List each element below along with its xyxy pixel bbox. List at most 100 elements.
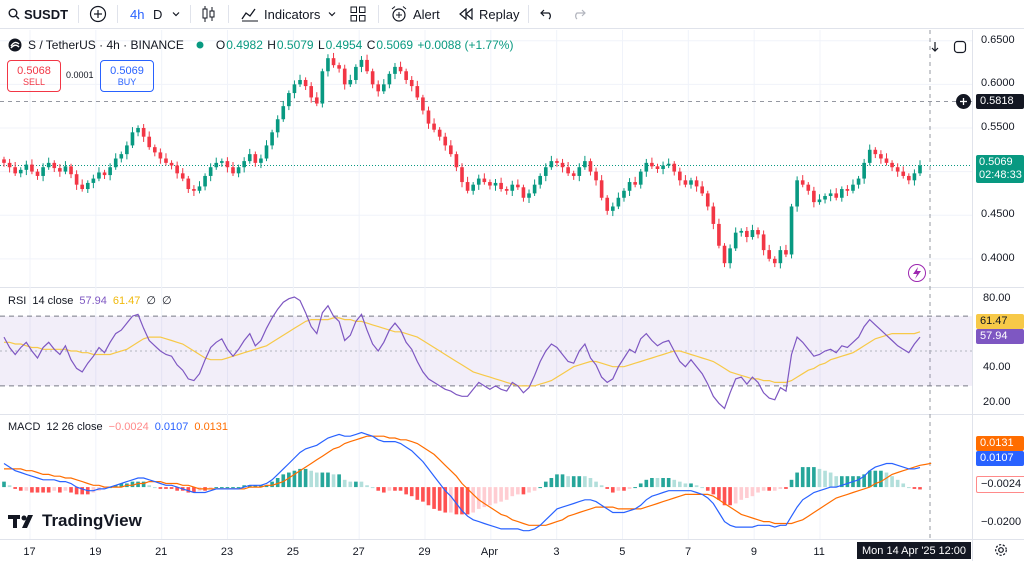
candle-body (214, 162, 219, 168)
candle-body (812, 190, 816, 203)
macd-histogram-bar (253, 485, 258, 488)
interval-4h-button[interactable]: 4h (130, 6, 145, 22)
macd-histogram-bar (493, 487, 498, 504)
candle-body (750, 230, 755, 238)
candle-body (30, 164, 34, 172)
tv-logo-icon (8, 513, 38, 529)
macd-histogram-bar (800, 467, 805, 488)
tradingview-logo[interactable]: TradingView (8, 511, 142, 531)
candle-body (147, 136, 152, 148)
macd-histogram-bar (113, 485, 118, 488)
lightning-button[interactable] (908, 264, 926, 282)
interval-d-button[interactable]: D (153, 6, 163, 22)
brand-name: TradingView (42, 511, 142, 530)
redo-button[interactable] (572, 0, 586, 28)
sell-label: SELL (22, 77, 46, 87)
macd-histogram-bar (555, 474, 559, 488)
candle-body (856, 178, 861, 185)
candle-body (482, 178, 487, 183)
candle-body (661, 165, 665, 169)
add-alert-plus-button[interactable] (956, 94, 971, 109)
macd-histogram-bar (393, 487, 397, 491)
macd-histogram-bar (46, 487, 51, 493)
candle-body (594, 171, 598, 181)
macd-histogram-bar (817, 468, 822, 488)
macd-histogram-bar (895, 479, 900, 488)
macd-histogram-bar (376, 487, 381, 491)
macd-params: 12 26 close (46, 421, 103, 433)
time-tick-label: 11 (813, 546, 825, 558)
candle-body (795, 180, 799, 207)
candle-body (18, 169, 23, 174)
candle-body (767, 250, 772, 259)
candle-body (711, 206, 716, 224)
macd-histogram-bar (186, 487, 191, 493)
rsi-ma-value: 61.47 (112, 294, 141, 307)
macd-histogram-bar (806, 467, 811, 488)
undo-button[interactable] (540, 0, 554, 28)
macd-histogram-bar (303, 468, 308, 488)
candle-body (80, 184, 85, 190)
candle-body (35, 171, 40, 176)
scroll-down-button[interactable] (926, 38, 944, 56)
spread-value: 0.0001 (66, 70, 94, 80)
macd-histogram-bar (772, 487, 777, 491)
candle-body (571, 173, 576, 176)
indicators-button[interactable]: Indicators (241, 0, 320, 28)
alert-button[interactable]: Alert (390, 0, 440, 28)
macd-histogram-bar (700, 487, 704, 489)
macd-histogram-bar (476, 487, 481, 509)
candle-body (376, 84, 381, 92)
symbol-search-button[interactable]: SUSDT (8, 0, 68, 28)
macd-histogram-bar (136, 481, 140, 488)
replay-button[interactable]: Replay (458, 0, 519, 28)
chart-settings-button[interactable] (994, 543, 1010, 559)
interval-dropdown-button[interactable] (171, 0, 181, 28)
fullscreen-button[interactable] (950, 37, 970, 57)
macd-histogram-bar (538, 487, 543, 489)
macd-histogram-bar (890, 476, 894, 488)
chart-type-button[interactable] (201, 0, 217, 28)
macd-histogram-bar (359, 481, 364, 488)
candle-body (158, 152, 163, 159)
macd-histogram-bar (102, 487, 107, 489)
candle-body (577, 167, 582, 176)
macd-histogram-bar (337, 474, 341, 488)
macd-histogram-bar (287, 472, 291, 488)
candle-body (918, 165, 922, 174)
rsi-line (3, 296, 921, 410)
bar-countdown: 02:48:33 (979, 169, 1022, 181)
time-tick-label: 5 (619, 546, 626, 558)
macd-histogram-bar (884, 472, 889, 488)
main-legend: S / TetherUS · 4h · BINANCE O0.4982 H0.5… (8, 38, 514, 52)
macd-histogram-bar (225, 487, 230, 489)
candle-body (415, 86, 420, 98)
time-tick-label: 9 (750, 546, 757, 558)
time-tick-label: Apr (480, 546, 499, 558)
macd-histogram-bar (795, 472, 799, 488)
candle-body (97, 172, 101, 179)
candle-body (465, 182, 470, 191)
candle-body (499, 182, 503, 190)
macd-histogram-bar (454, 487, 459, 515)
macd-histogram-bar (616, 487, 621, 491)
candle-body (354, 66, 358, 80)
sell-button[interactable]: 0.5068 SELL (7, 60, 61, 92)
indicators-dropdown-button[interactable] (327, 0, 337, 28)
symbol-title: S / TetherUS · 4h · BINANCE (28, 38, 184, 52)
macd-histogram-bar (259, 485, 263, 488)
macd-histogram-bar (789, 479, 794, 488)
rsi-extra-2: ∅ (161, 295, 172, 307)
buy-button[interactable]: 0.5069 BUY (100, 60, 154, 92)
compare-symbol-button[interactable] (89, 0, 107, 28)
macd-histogram-bar (409, 487, 414, 497)
candle-body (348, 79, 353, 85)
macd-histogram-bar (683, 483, 688, 488)
candles-icon (201, 5, 217, 23)
candle-body (287, 93, 291, 107)
candle-body (851, 184, 855, 191)
macd-histogram-bar (907, 487, 911, 489)
candle-body (543, 167, 548, 176)
layouts-button[interactable] (350, 0, 366, 28)
